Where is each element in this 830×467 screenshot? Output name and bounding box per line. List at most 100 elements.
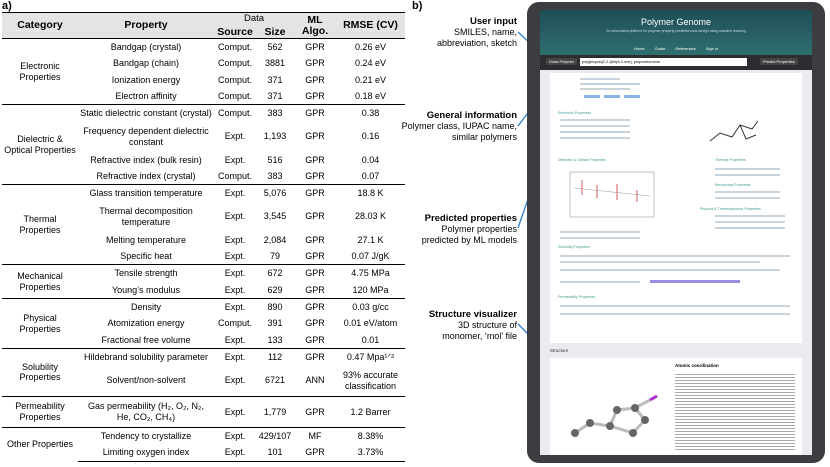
table-cell: 3,545 <box>263 211 287 222</box>
annotation-title: Predicted properties <box>424 213 517 224</box>
table-cell: 3.73% <box>336 444 406 463</box>
table-cell: GPR <box>305 234 325 245</box>
nav-item[interactable]: Home <box>633 46 645 51</box>
property-table: Category Property Data ML Algo. RMSE (CV… <box>2 12 406 463</box>
table-cell: 18.8 K <box>336 184 406 202</box>
annotation-line: 3D structure of <box>457 320 517 330</box>
header-cell: Source <box>214 25 256 39</box>
table-cell: Expt. <box>214 298 256 316</box>
category-cell: Permeability Properties <box>2 395 78 428</box>
table-cell: 0.38 <box>336 104 406 122</box>
table-cell: 133 <box>267 334 283 345</box>
annotation-line: Polymer class, IUPAC name, <box>401 121 517 131</box>
table-cell: GPR <box>305 58 325 69</box>
table-cell: Bandgap (crystal) <box>78 38 214 56</box>
table-cell: Comput. <box>217 74 252 85</box>
table-cell: GPR <box>305 211 325 222</box>
table-cell: ANN <box>305 375 325 386</box>
annotation-title: Structure visualizer <box>428 309 517 320</box>
table-cell: Bandgap (chain) <box>112 58 180 69</box>
annotation-line: similar polymers <box>451 132 517 142</box>
table-cell: 383 <box>267 170 283 181</box>
table-cell: MF <box>294 426 337 445</box>
table-row: Other Properties Tendency to crystallize E… <box>2 426 406 462</box>
table-cell: Limiting oxygen index <box>78 444 214 463</box>
table-cell: Expt. <box>224 154 246 165</box>
table-cell: 6721 <box>264 375 286 386</box>
table-cell: GPR <box>294 104 337 122</box>
category-cell: Mechanical Properties <box>2 264 78 299</box>
table-cell: Expt. <box>214 444 256 463</box>
section-title: Solubility Properties <box>558 245 590 249</box>
annotation-line: SMILES, name, <box>453 27 517 37</box>
table-cell: 93% accurate classification <box>342 370 399 391</box>
table-cell: 0.18 eV <box>355 90 387 101</box>
tablet: Polymer Genome An informatics platform f… <box>527 2 825 463</box>
table-row: Refractive index (crystal) Comput. 383 GPR 0… <box>2 168 405 185</box>
table-cell: Gas permeability (H₂, O₂, N₂, He, CO₂, C… <box>78 395 214 428</box>
table-cell: 0.01 eV/atom <box>343 318 398 329</box>
table-cell: 5,076 <box>256 184 295 202</box>
table-cell: 0.04 <box>361 154 380 165</box>
table-cell: Expt. <box>214 348 256 366</box>
header-cell: Category <box>2 12 78 39</box>
site-subtitle: An informatics platform for polymer prop… <box>606 29 746 33</box>
draw-button[interactable]: Draw Polymer <box>546 58 578 65</box>
nav-item[interactable]: Sign in <box>705 46 719 51</box>
table-cell: GPR <box>294 395 337 428</box>
table-cell: GPR <box>305 170 325 181</box>
table-row: Dielectric & Optical Properties Static di… <box>2 104 406 185</box>
category-cell: Dielectric & Optical Properties <box>2 104 78 185</box>
table-cell: Expt. <box>224 284 246 295</box>
table-cell: Expt. <box>214 426 256 445</box>
input-field[interactable]: poly[bicyclo[2.2.1]hept-2-ene], polynorb… <box>580 58 747 66</box>
table-cell: Solvent/non-solvent <box>106 375 186 386</box>
table-row: Fractional free volume Expt. 133 GPR 0.01 <box>2 332 405 349</box>
table-cell: Expt. <box>214 395 256 428</box>
table-cell: 383 <box>256 104 295 122</box>
table-cell: GPR <box>305 250 325 261</box>
table-row: Solvent/non-solvent Expt. 6721 ANN 93% accur… <box>2 366 405 397</box>
section-title: Permeability Properties <box>558 295 596 299</box>
table-row: Permeability Properties Gas permeability … <box>2 395 406 428</box>
table-row: Melting temperature Expt. 2,084 GPR 27.1 K <box>2 232 405 248</box>
table-cell: 1,779 <box>256 395 295 428</box>
table-cell: Expt. <box>224 334 246 345</box>
table-row: Solubility Properties Hildebrand solubili… <box>2 348 406 397</box>
table-cell: 3881 <box>264 58 286 69</box>
table-cell: 0.07 J/gK <box>351 250 390 261</box>
table-cell: Ionization energy <box>111 74 181 85</box>
structure-label: Structure <box>550 348 569 353</box>
table-body: Electronic Properties Bandgap (crystal) Co… <box>2 37 406 463</box>
header-cell: Data <box>214 12 295 26</box>
table-cell: Hildebrand solubility parameter <box>78 348 214 366</box>
header: Polymer Genome An informatics platform f… <box>540 10 812 55</box>
table-cell: Comput. <box>214 104 256 122</box>
header-cell: Property <box>78 12 214 39</box>
nav-item[interactable]: References <box>675 46 696 51</box>
table-row: Mechanical Properties Tensile strength Exp… <box>2 264 406 299</box>
screen: Polymer Genome An informatics platform f… <box>540 10 812 455</box>
table-cell: 2,084 <box>263 234 287 245</box>
table-cell: Expt. <box>224 211 246 222</box>
table-cell: 28.03 K <box>355 211 387 222</box>
predict-button[interactable]: Predict Properties <box>760 58 798 65</box>
table-cell: Specific heat <box>120 250 172 261</box>
annotation-title: User input <box>470 16 517 27</box>
table-cell: 672 <box>256 264 295 282</box>
nav-item[interactable]: Guide <box>654 46 666 51</box>
table-cell: Refractive index (bulk resin) <box>90 154 202 165</box>
table-row: Limiting oxygen index Expt. 101 GPR 3.73% <box>2 444 406 463</box>
category-cell: Other Properties <box>2 426 78 462</box>
table-cell: 0.01 <box>361 334 380 345</box>
results-panel: Electronic Properties Dielectric & Optic… <box>550 73 802 343</box>
annotation-title: General information <box>426 110 517 121</box>
table-cell: Static dielectric constant (crystal) <box>78 104 214 122</box>
annotation-line: predicted by ML models <box>421 235 517 245</box>
molecule-3d <box>571 394 658 437</box>
section-title: Physical & Thermodynamic Properties <box>700 207 761 211</box>
table-cell: 8.38% <box>336 426 406 445</box>
header-cell: RMSE (CV) <box>336 12 406 39</box>
table-cell: 371 <box>267 74 283 85</box>
table-cell: Young’s modulus <box>111 284 181 295</box>
